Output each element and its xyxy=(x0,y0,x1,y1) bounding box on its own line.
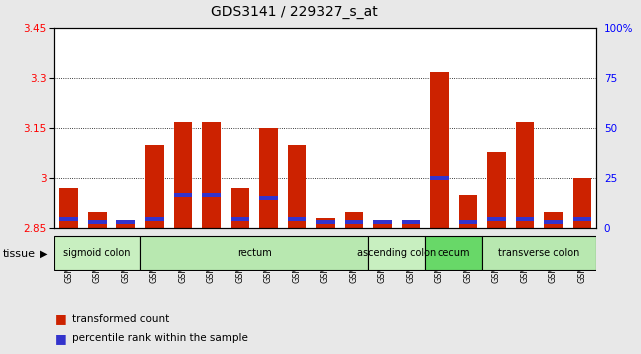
Bar xyxy=(288,217,306,221)
Bar xyxy=(458,195,477,228)
Text: ■: ■ xyxy=(54,312,66,325)
Bar xyxy=(202,122,221,228)
Bar xyxy=(458,220,477,224)
Bar xyxy=(316,220,335,224)
Bar xyxy=(117,220,135,224)
Bar xyxy=(482,236,596,270)
Text: rectum: rectum xyxy=(237,248,271,258)
Bar xyxy=(430,176,449,180)
Text: ascending colon: ascending colon xyxy=(357,248,437,258)
Bar xyxy=(515,217,534,221)
Bar xyxy=(174,193,192,197)
Bar xyxy=(231,188,249,228)
Bar xyxy=(572,217,591,221)
Bar xyxy=(373,222,392,228)
Bar xyxy=(174,122,192,228)
Bar xyxy=(425,236,482,270)
Bar xyxy=(88,220,106,224)
Bar xyxy=(288,145,306,228)
Bar xyxy=(368,236,425,270)
Bar xyxy=(345,220,363,224)
Bar xyxy=(345,212,363,228)
Text: cecum: cecum xyxy=(437,248,470,258)
Bar xyxy=(572,178,591,228)
Text: transformed count: transformed count xyxy=(72,314,170,324)
Bar xyxy=(88,212,106,228)
Bar xyxy=(401,220,420,224)
Bar xyxy=(145,217,163,221)
Bar xyxy=(140,236,368,270)
Text: tissue: tissue xyxy=(3,249,36,259)
Bar xyxy=(487,217,506,221)
Text: ▶: ▶ xyxy=(40,249,48,259)
Bar xyxy=(259,196,278,200)
Bar xyxy=(60,188,78,228)
Bar xyxy=(515,122,534,228)
Bar xyxy=(202,193,221,197)
Bar xyxy=(544,220,563,224)
Bar xyxy=(401,222,420,228)
Bar xyxy=(231,217,249,221)
Text: ■: ■ xyxy=(54,332,66,344)
Text: transverse colon: transverse colon xyxy=(499,248,580,258)
Bar xyxy=(430,72,449,228)
Text: sigmoid colon: sigmoid colon xyxy=(63,248,131,258)
Bar xyxy=(60,217,78,221)
Bar xyxy=(316,218,335,228)
Text: percentile rank within the sample: percentile rank within the sample xyxy=(72,333,248,343)
Bar xyxy=(117,222,135,228)
Bar xyxy=(373,220,392,224)
Bar xyxy=(54,236,140,270)
Text: GDS3141 / 229327_s_at: GDS3141 / 229327_s_at xyxy=(212,5,378,19)
Bar xyxy=(487,152,506,228)
Bar xyxy=(145,145,163,228)
Bar xyxy=(259,129,278,228)
Bar xyxy=(544,212,563,228)
